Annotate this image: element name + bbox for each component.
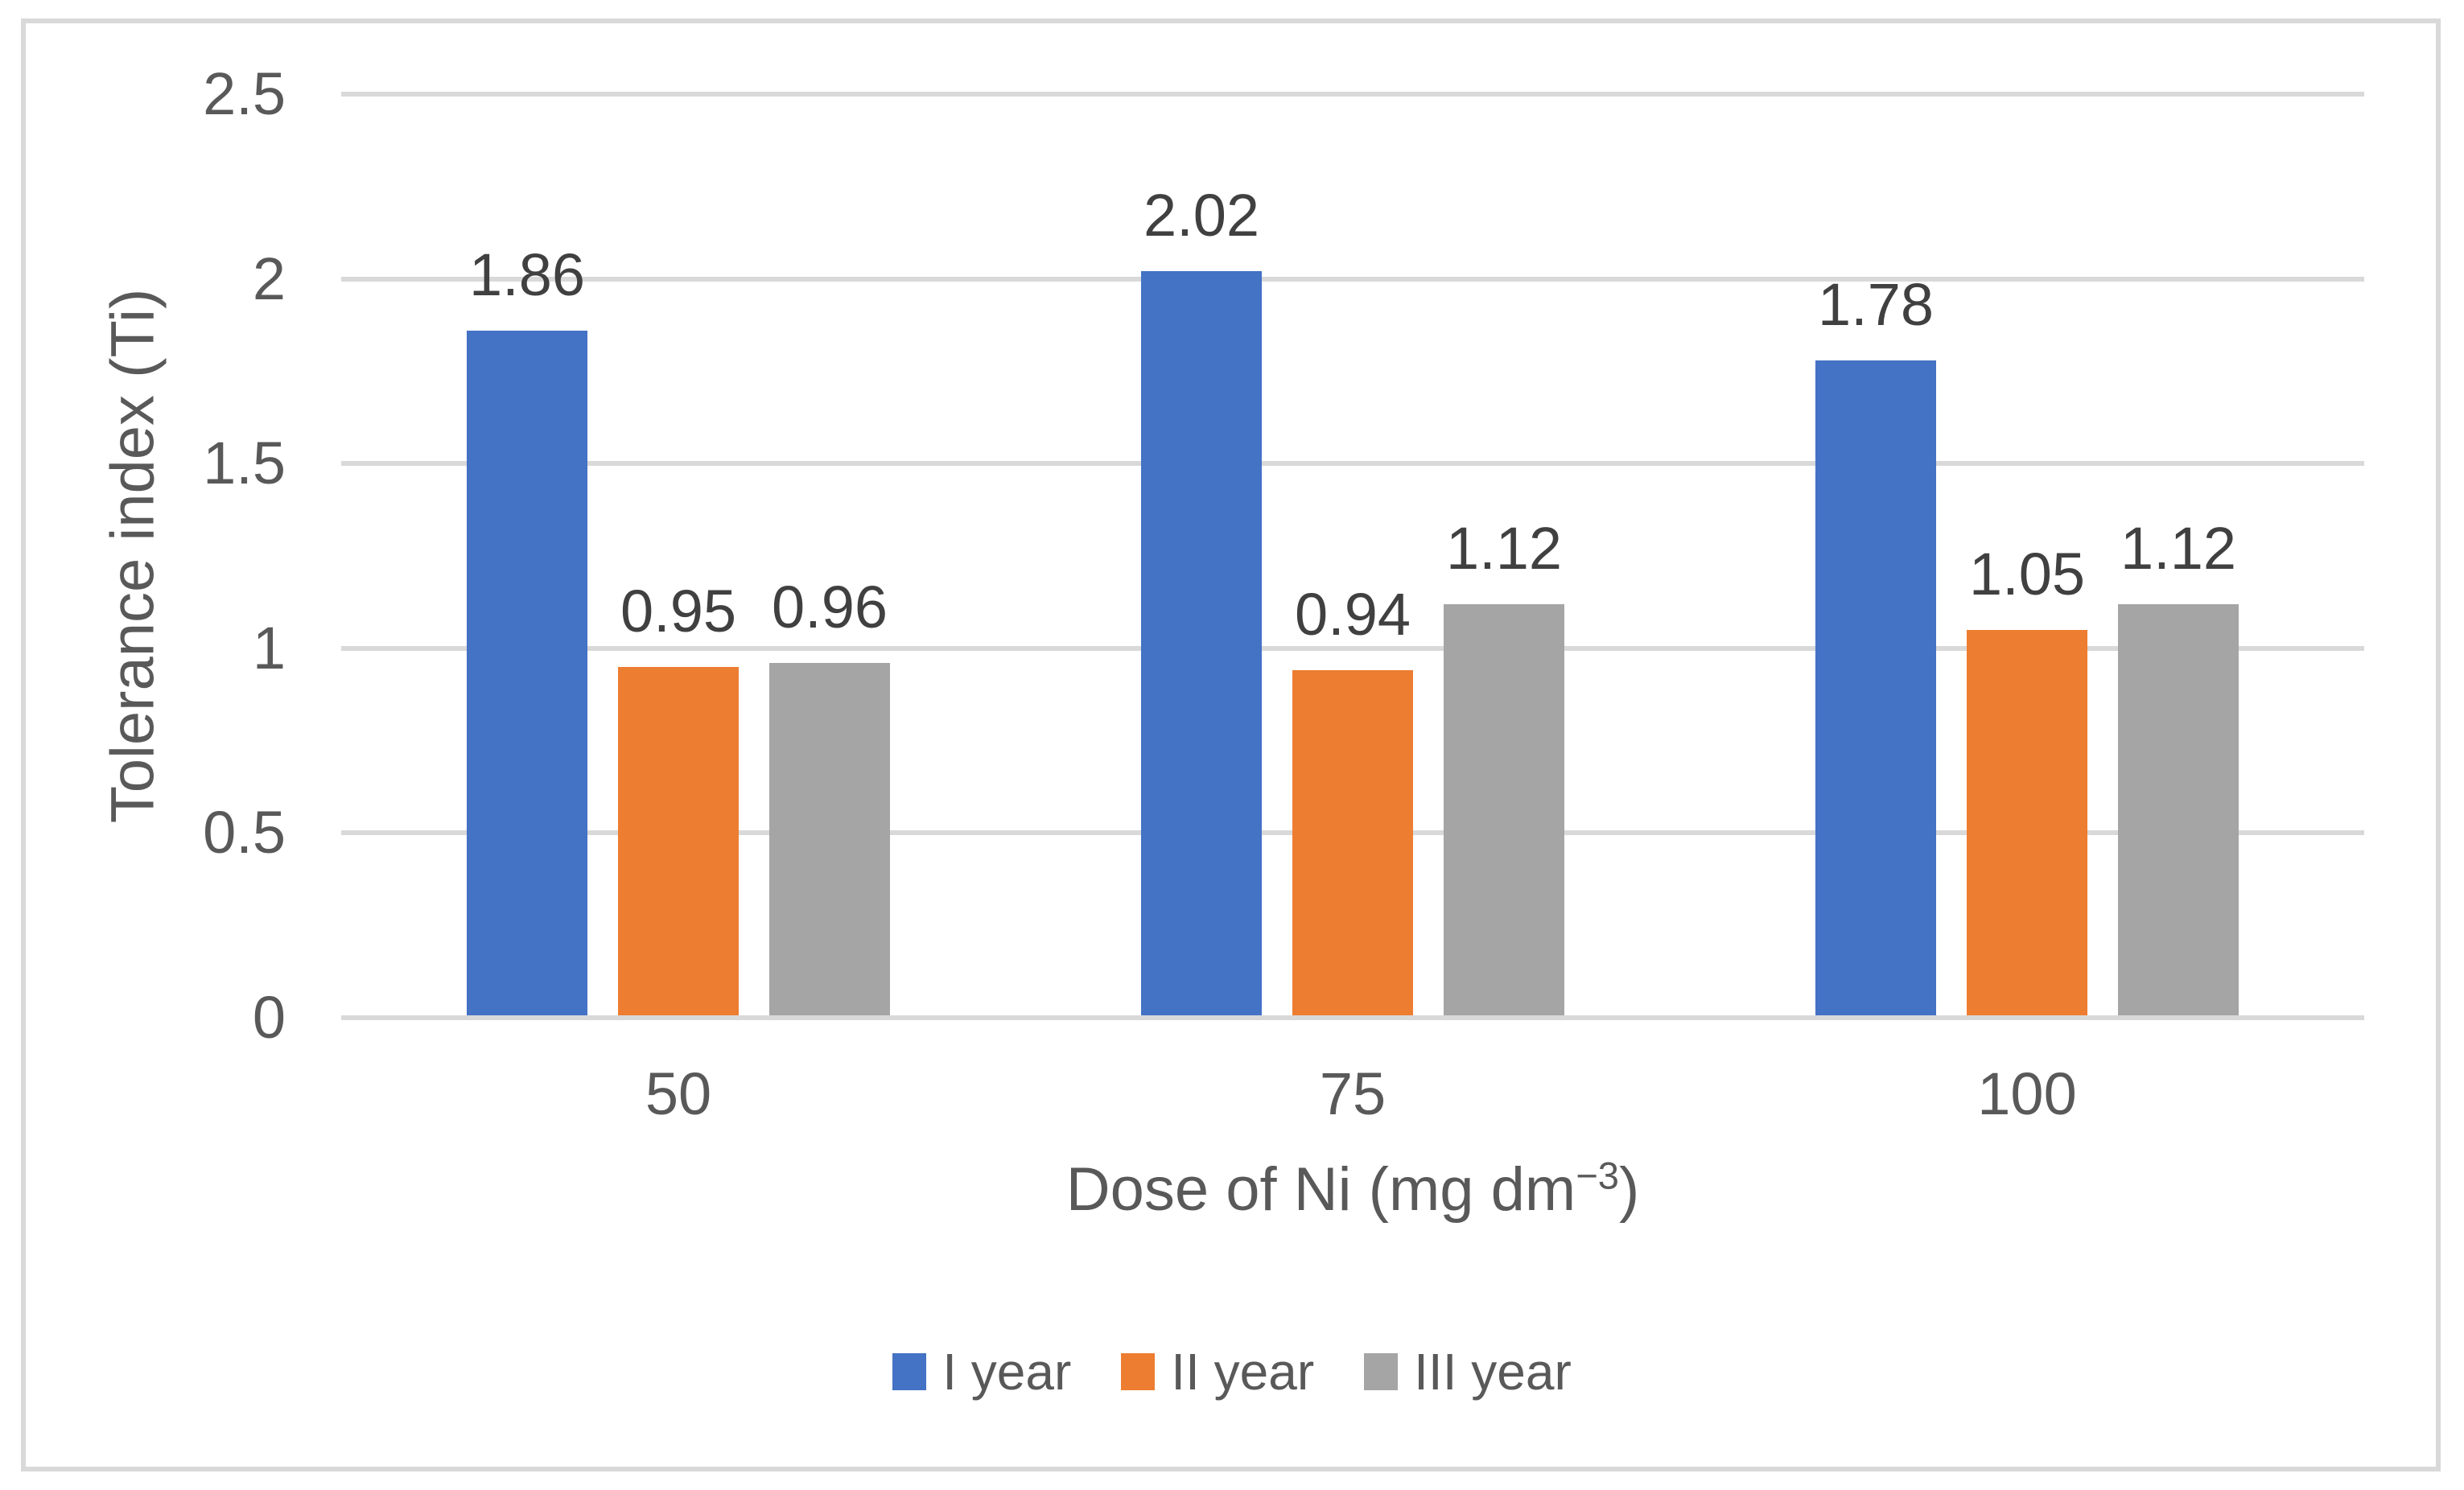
data-label: 1.05 [1968,540,2086,607]
x-axis-title-superscript: −3 [1576,1154,1619,1197]
y-tick-label-2: 2 [252,245,286,312]
x-axis-title-text: Dose of Ni (mg dm [1065,1155,1576,1224]
legend-label: III year [1414,1343,1572,1401]
legend: I year II year III year [0,1332,2464,1412]
gridline-2.5 [341,92,2364,97]
data-label: 0.94 [1294,581,1411,648]
data-label: 1.12 [1445,514,1563,582]
y-tick-label-1: 1 [252,614,286,681]
bar-iii-year-75: 1.12 [1444,518,1564,1018]
legend-item-ii-year: II year [1121,1346,1314,1397]
bar-ii-year-50: 0.95 [618,581,739,1018]
bar-iii-year-100: 1.12 [2118,518,2239,1018]
y-tick-label-2.5: 2.5 [203,60,286,127]
bar-group-50: 1.86 0.95 0.96 [341,94,1016,1018]
plot-area: 1.86 0.95 0.96 2.02 0.94 1.12 1.78 1.05 1.12 [341,92,2364,1020]
bar-ii-year-100: 1.05 [1967,544,2087,1018]
legend-marker-icon [1364,1353,1399,1390]
x-axis-tick-labels: 50 75 100 [341,1064,2364,1124]
legend-item-i-year: I year [892,1346,1071,1397]
data-label: 2.02 [1143,182,1260,249]
gridline-1.5 [341,461,2364,467]
y-tick-label-1.5: 1.5 [203,430,286,497]
x-axis-title-suffix: ) [1618,1155,1640,1224]
data-label: 1.12 [2120,514,2237,582]
legend-marker-icon [892,1353,927,1390]
bar-group-100: 1.78 1.05 1.12 [1690,94,2364,1018]
y-tick-label-0.5: 0.5 [203,799,286,866]
bar-i-year-100: 1.78 [1815,274,1936,1018]
y-axis-tick-labels: 2.5 2 1.5 1 0.5 0 [0,64,286,1048]
x-tick-label-100: 100 [1977,1060,2077,1127]
x-tick-label-75: 75 [1319,1060,1387,1127]
legend-label: I year [942,1343,1072,1401]
data-label: 1.86 [468,241,586,308]
data-label: 0.96 [771,574,888,641]
bar-group-75: 2.02 0.94 1.12 [1016,94,1690,1018]
bar-i-year-50: 1.86 [467,245,587,1018]
data-label: 1.78 [1817,270,1935,338]
gridline-2 [341,276,2364,282]
legend-item-iii-year: III year [1364,1346,1572,1397]
bar-i-year-75: 2.02 [1141,186,1262,1018]
x-axis-line [341,1015,2364,1020]
data-label: 0.95 [620,577,737,644]
x-tick-label-50: 50 [645,1060,712,1127]
legend-marker-icon [1121,1353,1156,1390]
bar-groups: 1.86 0.95 0.96 2.02 0.94 1.12 1.78 1.05 1.12 [341,94,2364,1018]
legend-label: II year [1171,1343,1315,1401]
x-axis-title: Dose of Ni (mg dm−3) [341,1157,2364,1221]
bar-iii-year-50: 0.96 [769,578,890,1018]
gridline-1 [341,645,2364,651]
y-tick-label-0: 0 [252,984,286,1051]
bar-ii-year-75: 0.94 [1292,585,1413,1018]
